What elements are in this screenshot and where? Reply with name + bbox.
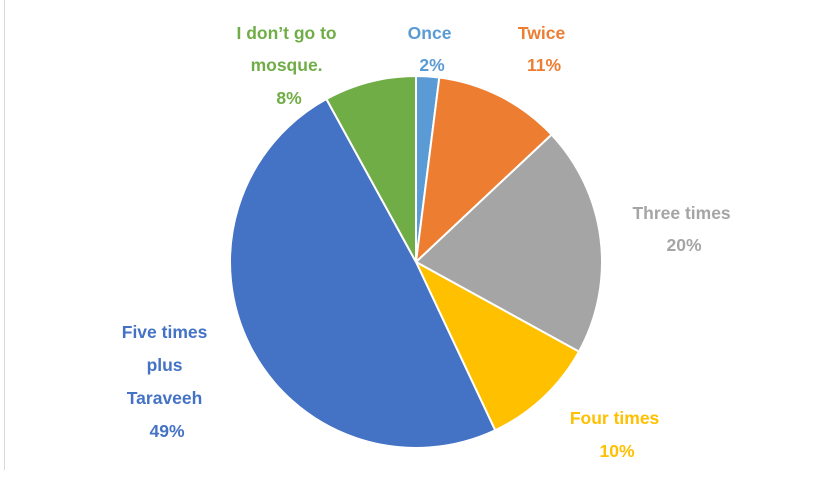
slice-percent: 8% (276, 88, 302, 108)
slice-percent: 11% (527, 55, 561, 75)
slice-percent: 10% (599, 441, 634, 461)
slice-percent: 49% (149, 421, 184, 441)
pie-slice (325, 74, 417, 263)
slice-label-line: Three times (632, 203, 730, 223)
slice-label-twice: Twice 11% (518, 23, 570, 75)
slice-percent: 20% (666, 235, 701, 255)
pie-slice (414, 76, 554, 265)
slice-label-five-times: Five times plus Taraveeh 49% (122, 322, 212, 441)
pie-labels: I don’t go to mosque. 8% Once 2% Twice 1… (122, 23, 735, 461)
slice-label-once: Once 2% (408, 23, 457, 75)
slice-label-line: Twice (518, 23, 566, 43)
slice-label-three-times: Three times 20% (632, 203, 735, 255)
slice-label-line: plus (147, 355, 183, 375)
chart-border (4, 0, 5, 470)
slice-label-four-times: Four times 10% (570, 408, 664, 461)
slice-percent: 2% (419, 55, 445, 75)
slice-label-line: I don’t go to (237, 23, 337, 43)
slice-label-line: mosque. (251, 55, 323, 75)
slice-label-line: Five times (122, 322, 208, 342)
slice-label-line: Once (408, 23, 452, 43)
pie-slice (414, 133, 603, 353)
pie-slices (229, 74, 603, 449)
slice-label-line: Four times (570, 408, 660, 428)
pie-slice (413, 259, 581, 432)
pie-slice (229, 97, 497, 449)
slice-label-no-mosque: I don’t go to mosque. 8% (237, 23, 342, 108)
slice-label-line: Taraveeh (127, 388, 203, 408)
